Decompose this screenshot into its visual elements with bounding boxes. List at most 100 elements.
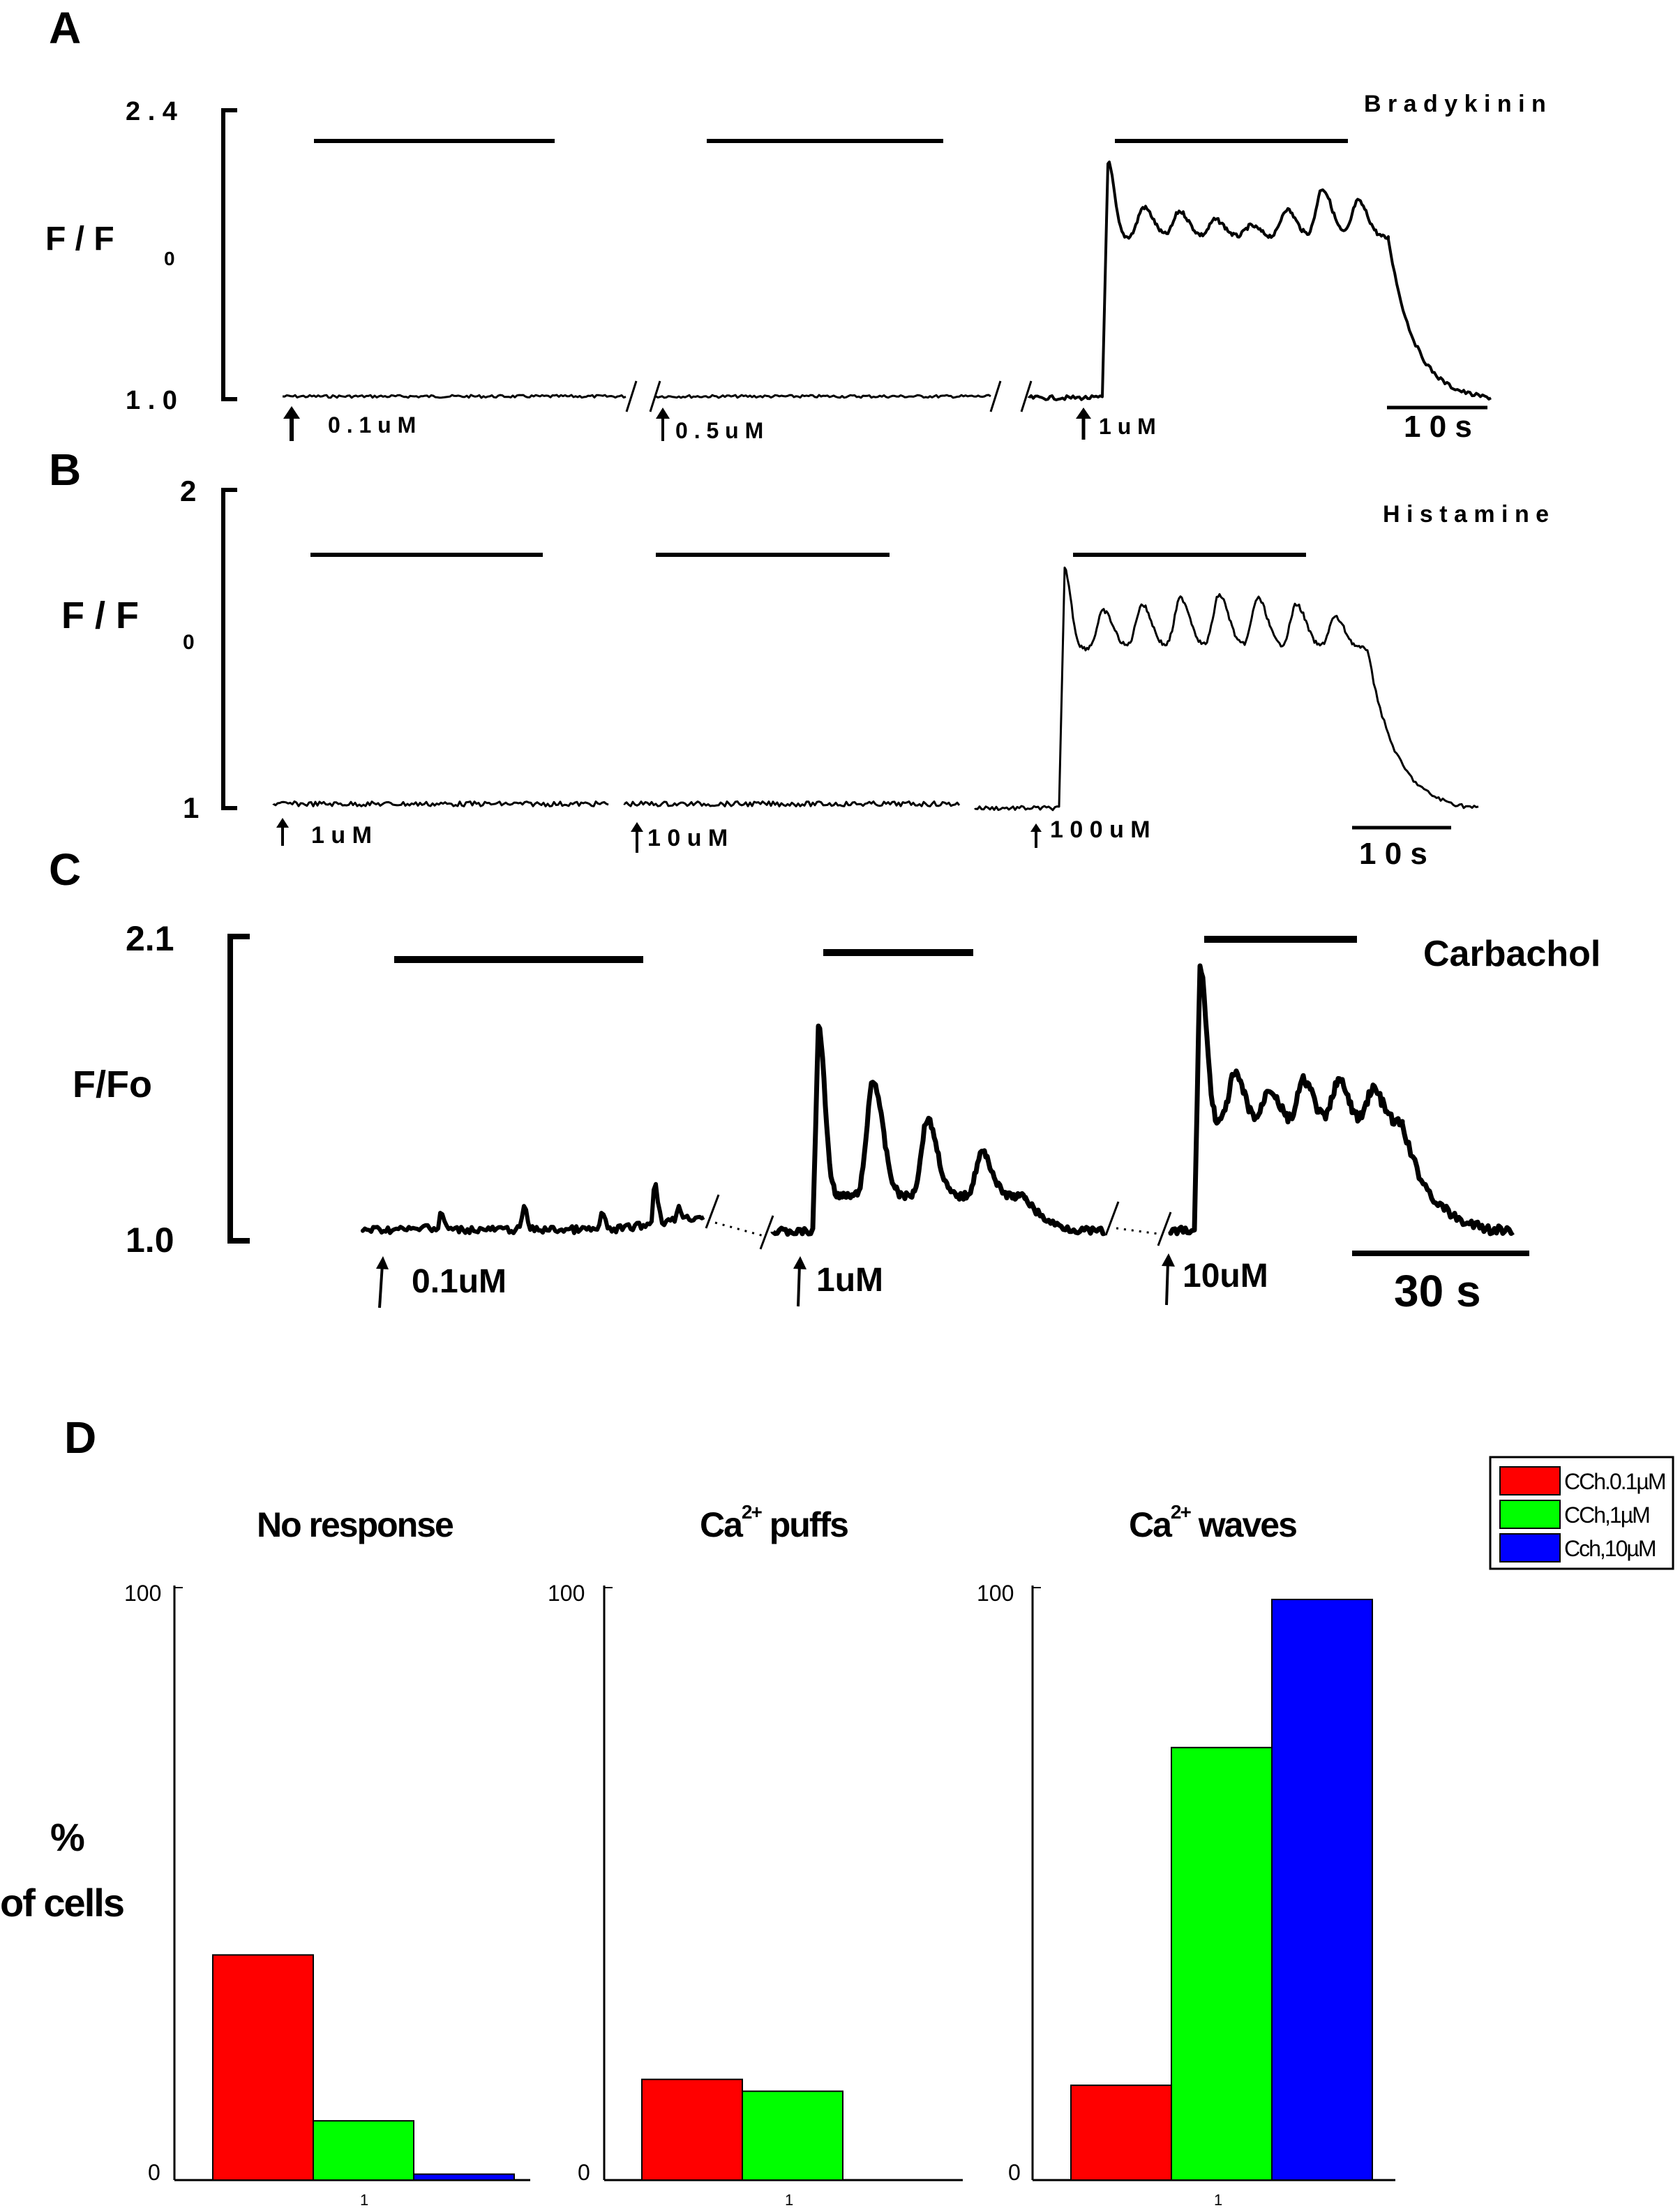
bar-subplot-3-series-2 xyxy=(1171,1747,1273,2181)
bar-subplot-2-series-2 xyxy=(742,2090,843,2181)
subplot-3-title-base: Ca xyxy=(1129,1505,1173,1544)
panel-c-y-axis xyxy=(227,934,250,1244)
panel-b-arrow-3 xyxy=(1030,823,1042,848)
subplot-1-bars xyxy=(212,1954,515,2181)
panel-c-gap-dots-2 xyxy=(1116,1227,1159,1235)
bar-subplot-3-series-3 xyxy=(1271,1598,1373,2181)
panel-c-dose-label-1: 0.1uM xyxy=(412,1263,507,1300)
panel-b-ylabel-sub: 0 xyxy=(183,631,195,654)
subplot-2-ytick-0: 0 xyxy=(578,2160,590,2185)
panel-a-label: A xyxy=(49,3,81,53)
subplot-ca-waves: Ca2+ waves 100 0 1 xyxy=(977,1501,1395,2208)
subplot-3-title: Ca2+ waves xyxy=(1129,1501,1296,1544)
panel-b-arrow-1 xyxy=(276,818,289,846)
subplot-2-ytick-100: 100 xyxy=(548,1581,585,1606)
panel-b-label: B xyxy=(49,445,81,495)
panel-d-ylabel: % xyxy=(50,1815,85,1859)
trace-a-segment-2 xyxy=(655,394,991,399)
subplot-3-xtick: 1 xyxy=(1214,2191,1222,2208)
subplot-3-title-sup: 2+ xyxy=(1171,1501,1192,1523)
panel-d-ylabel-2: of cells xyxy=(0,1881,123,1925)
subplot-1-xtick: 1 xyxy=(360,2191,368,2208)
panel-b-dose-label-1: 1 u M xyxy=(311,822,372,849)
trace-c-segment-2 xyxy=(770,1023,1106,1237)
panel-c-arrow-2 xyxy=(793,1256,807,1307)
subplot-no-response: No response 100 0 1 xyxy=(124,1505,530,2208)
trace-b-segment-3 xyxy=(974,566,1479,812)
subplot-2-title: Ca2+ puffs xyxy=(700,1501,848,1544)
legend-label-cch-10: Cch,10µM xyxy=(1564,1536,1656,1561)
panel-a-y-axis xyxy=(221,108,237,401)
panel-a-arrow-2 xyxy=(656,408,670,441)
subplot-1-title: No response xyxy=(257,1505,453,1544)
legend-label-cch-1: CCh,1µM xyxy=(1564,1502,1649,1528)
panel-a-trace xyxy=(282,161,1492,401)
trace-b-segment-2 xyxy=(623,800,961,807)
subplot-3-title-rest: waves xyxy=(1190,1505,1296,1544)
panel-a-agent-label: B r a d y k i n i n xyxy=(1364,91,1546,117)
panel-a-dose-label-2: 0 . 5 u M xyxy=(675,418,763,443)
panel-b-dose-label-2: 1 0 u M xyxy=(647,825,728,851)
subplot-1-ytick-100: 100 xyxy=(124,1581,161,1606)
trace-c-segment-1 xyxy=(361,1181,705,1235)
panel-a-dose-label-3: 1 u M xyxy=(1099,414,1156,439)
panel-c-break-mark-3 xyxy=(1104,1201,1120,1236)
panel-a-ytick-top: 2 . 4 xyxy=(126,97,177,126)
legend-swatch-cch-1 xyxy=(1499,1500,1561,1529)
subplot-ca-puffs: Ca2+ puffs 100 0 1 xyxy=(548,1501,963,2208)
legend-swatch-cch-0.1 xyxy=(1499,1466,1561,1495)
panel-a-ylabel-sub: 0 xyxy=(164,248,175,269)
panel-d: D % of cells CCh.0.1µM CCh,1µM Cch,10µM … xyxy=(0,1412,1674,2208)
panel-c-break-mark-1 xyxy=(705,1194,720,1229)
panel-c-dose-label-3: 10uM xyxy=(1183,1258,1268,1295)
trace-c-segment-3 xyxy=(1168,963,1515,1237)
subplot-2-title-base: Ca xyxy=(700,1505,744,1544)
subplot-2-title-rest: puffs xyxy=(761,1505,848,1544)
panel-a-ytick-bottom: 1 . 0 xyxy=(126,386,177,415)
panel-b: B 2 1 F / F 0 H i s t a m i n e 1 u M 1 … xyxy=(49,445,1549,871)
legend-label-cch-0.1: CCh.0.1µM xyxy=(1564,1469,1665,1494)
panel-c-arrow-1 xyxy=(376,1256,389,1308)
subplot-3-ytick-0: 0 xyxy=(1008,2160,1021,2185)
panel-c-gap-dots-1 xyxy=(714,1221,767,1238)
trace-a-segment-3 xyxy=(1028,161,1492,401)
bar-subplot-1-series-2 xyxy=(313,2120,414,2181)
panel-c-break-mark-2 xyxy=(759,1215,774,1250)
panel-d-legend: CCh.0.1µM CCh,1µM Cch,10µM xyxy=(1489,1456,1674,1570)
panel-c-agent-label: Carbachol xyxy=(1423,934,1600,974)
subplot-2-title-sup: 2+ xyxy=(742,1501,763,1523)
subplot-3-ytick-100: 100 xyxy=(977,1581,1014,1606)
panel-a-break-mark-2 xyxy=(649,380,661,412)
panel-a-break-mark-4 xyxy=(1020,380,1033,412)
trace-b-segment-1 xyxy=(272,800,609,807)
panel-b-trace xyxy=(272,566,1479,812)
legend-swatch-cch-10 xyxy=(1499,1533,1561,1562)
panel-b-ylabel: F / F xyxy=(61,595,139,636)
bar-subplot-1-series-1 xyxy=(212,1954,314,2181)
panel-a-break-mark-1 xyxy=(625,380,638,412)
panel-a: A 2 . 4 1 . 0 F / F 0 B r a d y k i n i … xyxy=(45,3,1546,444)
panel-c-label: C xyxy=(49,844,81,895)
panel-b-y-axis xyxy=(221,488,237,810)
panel-c: C 2.1 1.0 F/Fo Carbachol 0.1uM 1uM 10uM … xyxy=(49,844,1600,1316)
panel-b-ytick-top: 2 xyxy=(180,475,196,507)
panel-c-ylabel: F/Fo xyxy=(73,1064,152,1105)
trace-a-segment-1 xyxy=(282,394,627,399)
panel-a-dose-label-1: 0 . 1 u M xyxy=(328,412,416,438)
bar-subplot-3-series-1 xyxy=(1070,2084,1172,2181)
panel-c-arrow-3 xyxy=(1162,1253,1175,1306)
subplot-2-xtick: 1 xyxy=(785,2191,793,2208)
panel-b-ytick-bottom: 1 xyxy=(183,791,199,824)
panel-c-scale-bar-label: 30 s xyxy=(1394,1266,1481,1316)
panel-d-label: D xyxy=(64,1412,96,1463)
panel-c-ytick-top: 2.1 xyxy=(126,919,174,958)
panel-b-arrow-2 xyxy=(631,822,643,853)
bar-subplot-2-series-1 xyxy=(641,2078,743,2181)
panel-a-arrow-3 xyxy=(1076,408,1091,440)
subplot-1-ytick-0: 0 xyxy=(148,2160,160,2185)
panel-a-break-mark-3 xyxy=(989,380,1002,412)
panel-c-break-mark-4 xyxy=(1157,1211,1172,1246)
panel-b-dose-label-3: 1 0 0 u M xyxy=(1050,816,1150,843)
panel-b-scale-bar-label: 1 0 s xyxy=(1359,837,1427,871)
